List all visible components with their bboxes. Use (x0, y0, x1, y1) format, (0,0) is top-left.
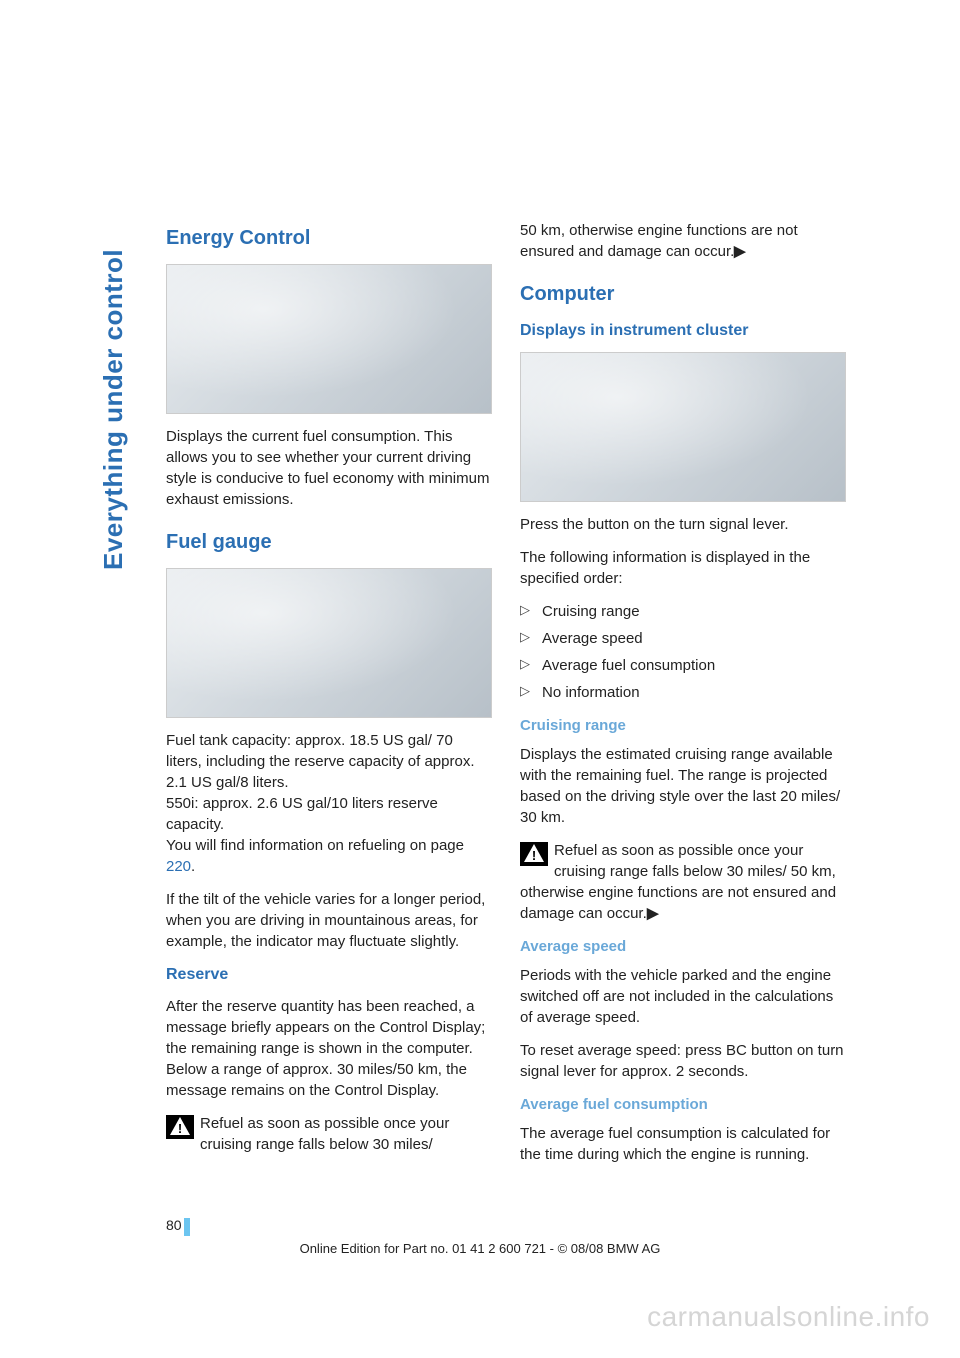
page-content: Energy Control Displays the current fuel… (166, 220, 846, 1177)
text-fuel-capacity-main: Fuel tank capacity: approx. 18.5 US gal/… (166, 732, 475, 791)
link-page-220[interactable]: 220 (166, 858, 191, 875)
text-fuel-capacity-550i: 550i: approx. 2.6 US gal/10 liters reser… (166, 795, 438, 833)
warning-cruising-text: Refuel as soon as possible once your cru… (520, 842, 836, 922)
page-number-value: 80 (166, 1217, 182, 1233)
page-number: 80 (166, 1216, 190, 1236)
end-mark-icon: ◀ (647, 903, 659, 924)
para-avg-fuel: The average fuel consumption is calculat… (520, 1123, 846, 1165)
para-following-info: The following information is displayed i… (520, 547, 846, 589)
text-refuel-ref-post: . (191, 858, 195, 875)
para-cruising-range: Displays the estimated cruising range av… (520, 744, 846, 828)
warning-icon (166, 1115, 194, 1139)
figure-energy-control-gauge (166, 264, 492, 414)
heading-cruising-range: Cruising range (520, 715, 846, 736)
warning-reserve: Refuel as soon as possible once your cru… (166, 1113, 492, 1155)
right-column: 50 km, otherwise engine functions are no… (520, 220, 846, 1177)
heading-average-speed: Average speed (520, 936, 846, 957)
figure-fuel-gauge (166, 568, 492, 718)
figure-instrument-cluster (520, 352, 846, 502)
end-mark-icon: ◀ (734, 241, 746, 262)
heading-fuel-gauge: Fuel gauge (166, 528, 492, 556)
heading-energy-control: Energy Control (166, 224, 492, 252)
para-fuel-capacity: Fuel tank capacity: approx. 18.5 US gal/… (166, 730, 492, 877)
footer-line: Online Edition for Part no. 01 41 2 600 … (0, 1240, 960, 1258)
para-avgspeed-2: To reset average speed: press BC button … (520, 1040, 846, 1082)
heading-reserve: Reserve (166, 964, 492, 986)
list-item: Average fuel consumption (520, 655, 846, 676)
warning-icon (520, 842, 548, 866)
list-item: Cruising range (520, 601, 846, 622)
heading-displays-cluster: Displays in instrument cluster (520, 320, 846, 342)
para-tilt-note: If the tilt of the vehicle varies for a … (166, 889, 492, 952)
para-avgspeed-1: Periods with the vehicle parked and the … (520, 965, 846, 1028)
info-order-list: Cruising range Average speed Average fue… (520, 601, 846, 703)
left-column: Energy Control Displays the current fuel… (166, 220, 492, 1177)
text-refuel-ref-pre: You will find information on refueling o… (166, 837, 464, 854)
para-reserve-desc: After the reserve quantity has been reac… (166, 996, 492, 1101)
para-energy-desc: Displays the current fuel consumption. T… (166, 426, 492, 510)
heading-avg-fuel: Average fuel consumption (520, 1094, 846, 1115)
list-item: Average speed (520, 628, 846, 649)
watermark: carmanualsonline.info (647, 1297, 930, 1336)
heading-computer: Computer (520, 280, 846, 308)
para-press-button: Press the button on the turn signal leve… (520, 514, 846, 535)
warning-reserve-text: Refuel as soon as possible once your cru… (200, 1115, 449, 1153)
warning-cruising: Refuel as soon as possible once your cru… (520, 840, 846, 924)
text-continuation: 50 km, otherwise engine functions are no… (520, 222, 798, 260)
list-item: No information (520, 682, 846, 703)
section-tab-label: Everything under control (95, 249, 131, 570)
page-accent-bar (184, 1218, 190, 1236)
para-continuation: 50 km, otherwise engine functions are no… (520, 220, 846, 262)
